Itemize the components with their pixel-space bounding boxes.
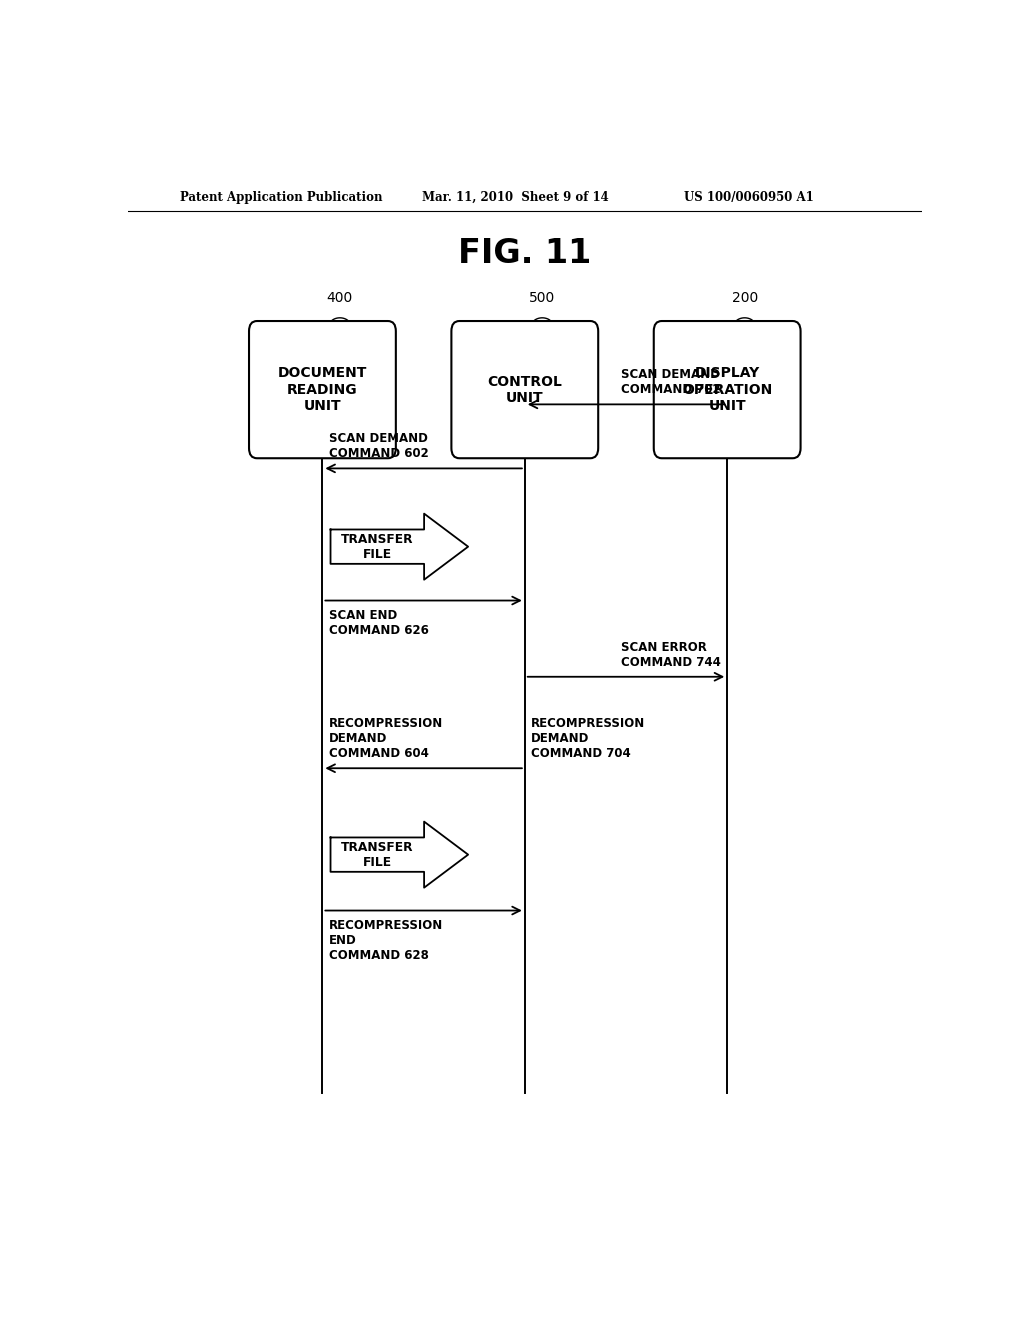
Text: RECOMPRESSION
DEMAND
COMMAND 604: RECOMPRESSION DEMAND COMMAND 604 xyxy=(329,717,443,760)
Text: SCAN END
COMMAND 626: SCAN END COMMAND 626 xyxy=(329,609,429,636)
FancyBboxPatch shape xyxy=(653,321,801,458)
Text: TRANSFER
FILE: TRANSFER FILE xyxy=(341,841,414,869)
Text: Mar. 11, 2010  Sheet 9 of 14: Mar. 11, 2010 Sheet 9 of 14 xyxy=(422,190,608,203)
Text: DOCUMENT
READING
UNIT: DOCUMENT READING UNIT xyxy=(278,367,368,413)
Text: US 100/0060950 A1: US 100/0060950 A1 xyxy=(684,190,813,203)
Text: RECOMPRESSION
END
COMMAND 628: RECOMPRESSION END COMMAND 628 xyxy=(329,919,443,962)
Text: 200: 200 xyxy=(731,290,758,305)
FancyBboxPatch shape xyxy=(249,321,396,458)
Text: CONTROL
UNIT: CONTROL UNIT xyxy=(487,375,562,405)
Text: 400: 400 xyxy=(327,290,353,305)
FancyBboxPatch shape xyxy=(452,321,598,458)
Text: SCAN ERROR
COMMAND 744: SCAN ERROR COMMAND 744 xyxy=(621,640,721,669)
Text: DISPLAY
OPERATION
UNIT: DISPLAY OPERATION UNIT xyxy=(682,367,772,413)
Text: SCAN DEMAND
COMMAND 702: SCAN DEMAND COMMAND 702 xyxy=(622,368,721,396)
Text: RECOMPRESSION
DEMAND
COMMAND 704: RECOMPRESSION DEMAND COMMAND 704 xyxy=(531,717,645,760)
Text: 500: 500 xyxy=(529,290,555,305)
Text: FIG. 11: FIG. 11 xyxy=(458,238,592,271)
Text: Patent Application Publication: Patent Application Publication xyxy=(179,190,382,203)
Text: TRANSFER
FILE: TRANSFER FILE xyxy=(341,533,414,561)
Text: SCAN DEMAND
COMMAND 602: SCAN DEMAND COMMAND 602 xyxy=(329,432,428,461)
